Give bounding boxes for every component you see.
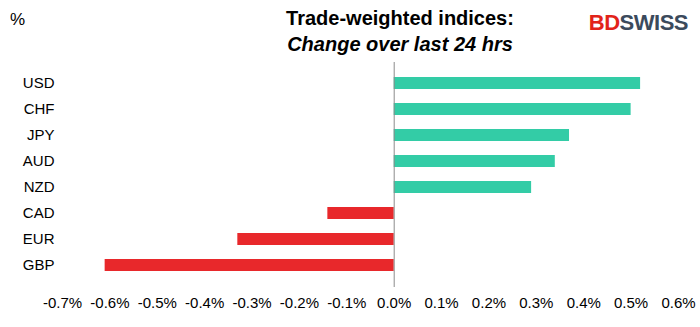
svg-text:0.6%: 0.6% — [661, 294, 695, 311]
svg-text:GBP: GBP — [23, 256, 55, 273]
svg-text:-0.4%: -0.4% — [185, 294, 224, 311]
svg-text:0.5%: 0.5% — [614, 294, 648, 311]
svg-text:USD: USD — [23, 74, 55, 91]
svg-text:AUD: AUD — [23, 152, 55, 169]
svg-text:0.0%: 0.0% — [377, 294, 411, 311]
svg-text:0.1%: 0.1% — [424, 294, 458, 311]
svg-text:EUR: EUR — [23, 230, 55, 247]
svg-text:0.3%: 0.3% — [519, 294, 553, 311]
svg-text:-0.1%: -0.1% — [327, 294, 366, 311]
svg-text:NZD: NZD — [24, 178, 55, 195]
svg-text:-0.6%: -0.6% — [90, 294, 129, 311]
svg-text:CHF: CHF — [24, 100, 55, 117]
svg-text:-0.5%: -0.5% — [138, 294, 177, 311]
svg-text:0.2%: 0.2% — [472, 294, 506, 311]
svg-text:-0.2%: -0.2% — [280, 294, 319, 311]
svg-text:-0.3%: -0.3% — [232, 294, 271, 311]
html-text:Change over last 24 hrs: Change over last 24 hrs — [287, 33, 513, 55]
html-text:Trade-weighted indices:: Trade-weighted indices: — [286, 7, 514, 29]
html-text:BD SWISS: BD SWISS — [588, 10, 688, 35]
svg-text:JPY: JPY — [27, 126, 55, 143]
svg-text:-0.7%: -0.7% — [43, 294, 82, 311]
svg-text:CAD: CAD — [23, 204, 55, 221]
svg-text:0.4%: 0.4% — [567, 294, 601, 311]
